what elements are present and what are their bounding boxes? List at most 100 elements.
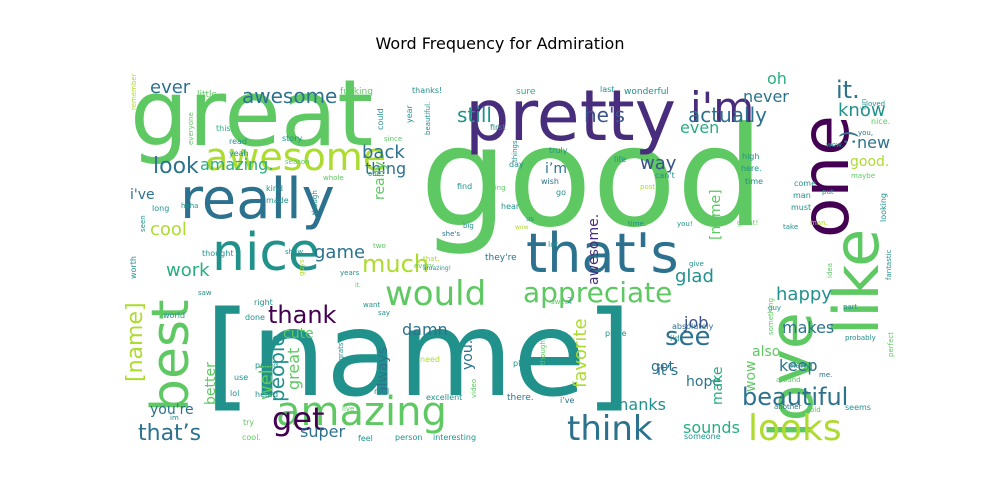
word-can-t: can't bbox=[655, 171, 675, 180]
word-come: come bbox=[794, 179, 816, 188]
word-awesome: awesome bbox=[205, 135, 386, 179]
word-person: person bbox=[395, 433, 422, 442]
word-season: season bbox=[285, 158, 310, 166]
word-little: little bbox=[197, 90, 218, 100]
word-saw: saw bbox=[198, 289, 212, 297]
word-something: something bbox=[767, 298, 775, 335]
word-really: really bbox=[372, 161, 388, 200]
word-sweet: sweet bbox=[551, 298, 572, 306]
word-perfect: perfect bbox=[887, 332, 895, 357]
word-beautiful: beautiful bbox=[742, 383, 848, 411]
word-lol: lol bbox=[230, 389, 239, 398]
word-excellent: excellent bbox=[426, 393, 462, 402]
word-me: me. bbox=[819, 371, 832, 379]
word-another: another bbox=[774, 403, 801, 411]
word-guy: guy bbox=[768, 304, 781, 312]
word-seems: seems bbox=[845, 403, 871, 412]
word-though: though bbox=[311, 190, 319, 215]
word-sym: :) bbox=[836, 130, 860, 145]
word-still: still bbox=[457, 103, 492, 127]
word-im: im bbox=[170, 414, 179, 422]
word-wow: wow bbox=[515, 224, 529, 231]
word-things: things bbox=[511, 140, 519, 162]
word-long: long bbox=[152, 204, 169, 213]
word-name: [name] bbox=[123, 302, 148, 382]
word-many: many bbox=[788, 361, 811, 370]
chart-title: Word Frequency for Admiration bbox=[375, 34, 625, 53]
word-feel: feel bbox=[358, 434, 373, 443]
word-us: us bbox=[526, 215, 534, 223]
word-go: go bbox=[556, 188, 566, 197]
word-wonderful: wonderful bbox=[624, 87, 669, 97]
word-like: like bbox=[820, 229, 893, 335]
word-hope: hope bbox=[686, 374, 721, 390]
word-looks: looks bbox=[748, 408, 842, 449]
word-he-s: he's bbox=[584, 103, 625, 127]
word-i-ve: i've bbox=[130, 187, 155, 203]
word-always: always bbox=[375, 347, 391, 395]
word-you: you, bbox=[858, 129, 873, 137]
word-one: one. bbox=[368, 170, 383, 178]
word-read: read bbox=[229, 137, 247, 146]
word-there: there. bbox=[507, 393, 534, 403]
word-see: see bbox=[665, 322, 711, 352]
word-life: life bbox=[614, 155, 626, 164]
word-try: try bbox=[243, 418, 254, 427]
word-someone: someone bbox=[684, 432, 721, 441]
word-world: world bbox=[163, 311, 185, 320]
word-even: even bbox=[680, 118, 719, 137]
word-wish: wish bbox=[541, 177, 559, 186]
word-take: take bbox=[783, 223, 798, 231]
word-never: never bbox=[743, 87, 789, 106]
word-find: find bbox=[457, 182, 472, 191]
word-know: know bbox=[838, 100, 886, 121]
word-man: man. bbox=[810, 219, 828, 227]
word-idea: idea bbox=[826, 263, 834, 278]
word-2: 2 bbox=[567, 296, 572, 305]
word-though: though. bbox=[539, 338, 547, 365]
word-look: look bbox=[153, 154, 199, 179]
word-cool: cool. bbox=[242, 433, 261, 442]
word-big: big bbox=[463, 222, 474, 230]
word-thanks: thanks bbox=[612, 395, 666, 414]
word-name: [name] bbox=[205, 285, 632, 423]
word-man: man bbox=[793, 191, 811, 200]
word-video: video bbox=[470, 379, 478, 398]
word-haha: haha bbox=[181, 202, 198, 210]
word-done: done bbox=[245, 313, 265, 322]
word-around: around bbox=[776, 376, 801, 384]
word-sure: sure bbox=[516, 87, 536, 97]
word-every: every bbox=[414, 262, 434, 270]
word-remember: remember bbox=[130, 73, 138, 110]
word-work: work bbox=[166, 260, 210, 281]
word-pretty: pretty bbox=[465, 75, 676, 157]
word-place: place bbox=[605, 329, 627, 338]
word-job: job bbox=[683, 313, 708, 332]
word-actually: actually bbox=[688, 103, 767, 127]
word-time: time bbox=[745, 177, 763, 186]
word-high: high bbox=[742, 152, 759, 161]
word-oh: oh bbox=[767, 69, 787, 88]
word-it: it. bbox=[355, 282, 361, 289]
word-kind: kind bbox=[266, 184, 283, 193]
word-damn: damn bbox=[402, 320, 448, 339]
word-probably: probably bbox=[845, 334, 876, 342]
word-cool: cool bbox=[150, 219, 187, 240]
word-fucking: fucking bbox=[340, 87, 373, 97]
word-better: better bbox=[203, 362, 219, 405]
word-nice: nice. bbox=[871, 117, 890, 126]
word-made: made bbox=[266, 196, 289, 205]
word-appreciate: appreciate bbox=[523, 276, 672, 309]
word-lot: lot bbox=[548, 240, 558, 249]
word-got: got bbox=[651, 359, 674, 375]
word-one: one bbox=[787, 115, 864, 238]
word-part: part bbox=[843, 303, 858, 311]
word-amazing: amazing! bbox=[423, 265, 451, 272]
word-show: show bbox=[285, 248, 303, 256]
word-get: get bbox=[272, 400, 325, 438]
word-thanks: thanks! bbox=[412, 86, 442, 95]
word-i-m: i'm bbox=[690, 83, 754, 132]
word-it: it. bbox=[836, 76, 860, 104]
word-well: well bbox=[256, 364, 277, 400]
